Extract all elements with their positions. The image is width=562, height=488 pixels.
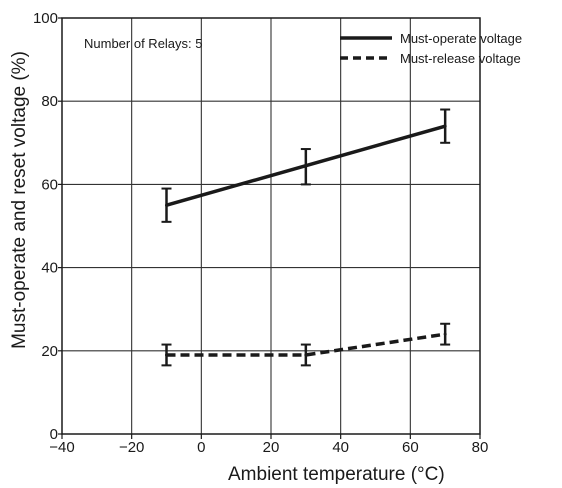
x-axis-title: Ambient temperature (°C) bbox=[228, 464, 445, 485]
series-line-must-release bbox=[166, 332, 446, 357]
data-point-must-release bbox=[304, 353, 308, 357]
x-tick-label: −20 bbox=[119, 439, 144, 456]
y-tick-label: 20 bbox=[41, 343, 58, 360]
data-point-must-release bbox=[165, 353, 168, 357]
x-tick-label: 0 bbox=[197, 439, 205, 456]
data-point-must-operate bbox=[304, 164, 308, 168]
y-tick-label: 80 bbox=[41, 93, 58, 110]
y-tick-label: 40 bbox=[41, 260, 58, 277]
x-tick-label: −40 bbox=[49, 439, 74, 456]
data-point-must-operate bbox=[165, 203, 168, 207]
data-point-must-operate bbox=[443, 124, 447, 128]
legend-label-must-release: Must-release voltage bbox=[400, 51, 521, 66]
x-tick-label: 40 bbox=[332, 439, 349, 456]
grid-lines bbox=[62, 18, 480, 434]
y-tick-label: 100 bbox=[33, 10, 58, 27]
legend: Must-operate voltage Must-release voltag… bbox=[340, 31, 522, 66]
legend-label-must-operate: Must-operate voltage bbox=[400, 31, 522, 46]
y-tick-label: 60 bbox=[41, 176, 58, 193]
data-point-must-release bbox=[443, 332, 447, 336]
x-tick-label: 80 bbox=[472, 439, 489, 456]
x-tick-label: 60 bbox=[402, 439, 419, 456]
x-tick-label: 20 bbox=[263, 439, 280, 456]
x-tick-labels: −40 −20 0 20 40 60 80 bbox=[49, 434, 488, 456]
y-tick-labels: 0 20 40 60 80 100 bbox=[33, 10, 62, 443]
series-layer bbox=[161, 108, 451, 367]
y-axis-title: Must-operate and reset voltage (%) bbox=[9, 51, 30, 349]
y-tick-label: 0 bbox=[50, 426, 58, 443]
relay-count-annotation: Number of Relays: 5 bbox=[84, 36, 203, 51]
